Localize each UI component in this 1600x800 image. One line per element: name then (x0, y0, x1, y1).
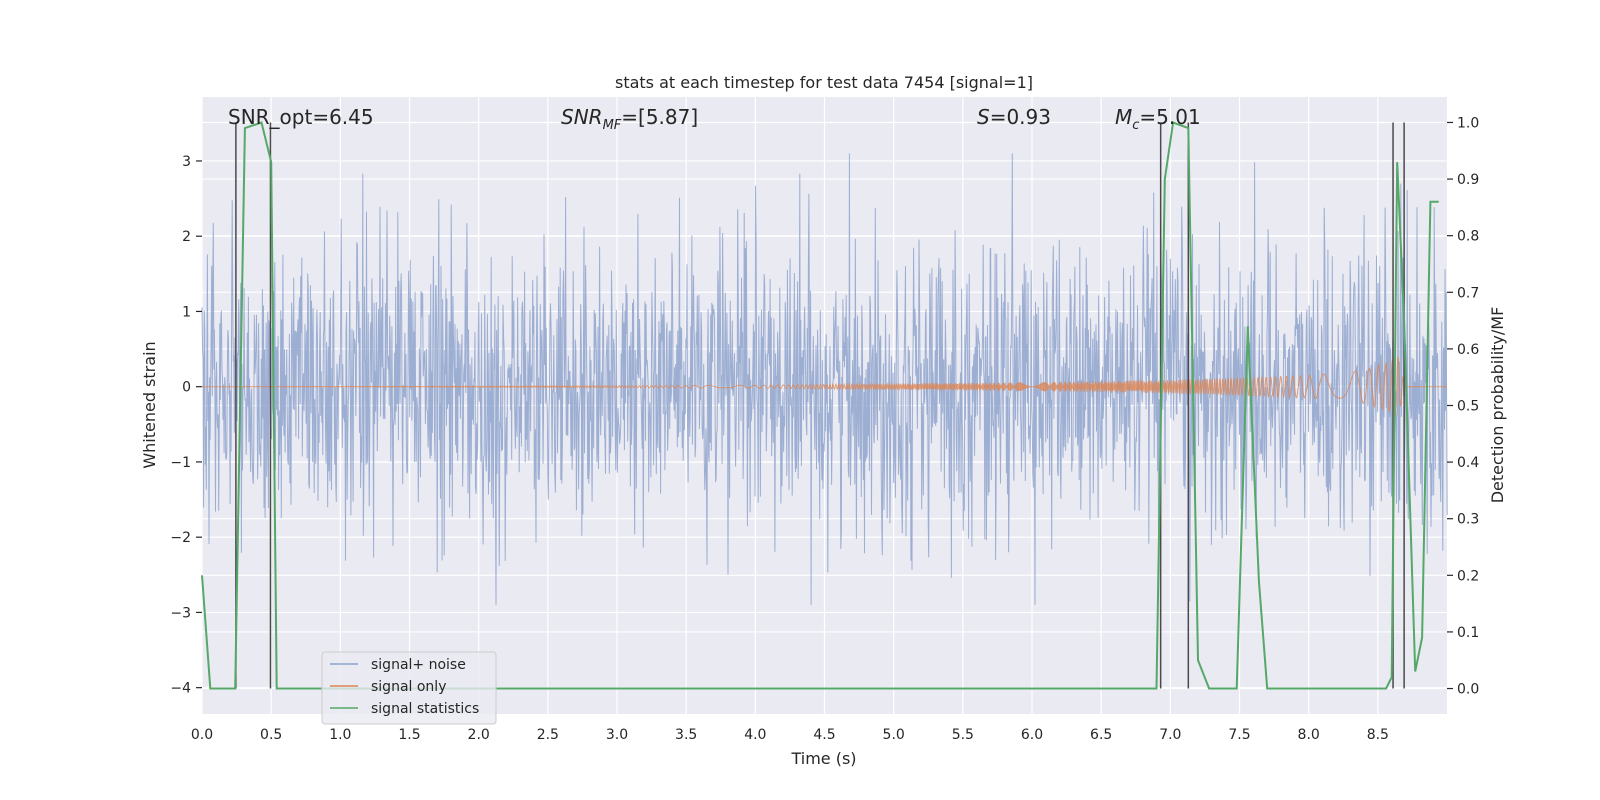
legend-label-signal-noise: signal+ noise (371, 657, 466, 673)
annotation-mc-main: M (1115, 105, 1132, 129)
annotation-snr-mf-main: SNR (561, 105, 603, 129)
annotation-mc-sub: c (1132, 118, 1139, 133)
y-right-tick-label: 0.7 (1457, 285, 1479, 301)
x-tick-label: 3.5 (675, 727, 697, 743)
x-tick-label: 1.5 (398, 727, 420, 743)
x-tick-label: 7.0 (1159, 727, 1181, 743)
x-tick-label: 4.0 (744, 727, 766, 743)
annotation-snr-mf-value: =[5.87] (621, 105, 698, 129)
annotation-mc: Mc=5.01 (1115, 105, 1201, 133)
y-right-tick-label: 0.5 (1457, 399, 1479, 415)
legend: signal+ noise signal only signal statist… (321, 651, 497, 725)
y-right-tick-label: 0.6 (1457, 342, 1479, 358)
x-tick-label: 4.5 (813, 727, 835, 743)
y-right-tick-label: 0.2 (1457, 568, 1479, 584)
annotation-snr-mf-sub: MF (603, 118, 622, 133)
annotation-s-main: S (977, 105, 990, 129)
y-left-tick-label: −2 (170, 530, 191, 546)
x-tick-label: 8.5 (1367, 727, 1389, 743)
y-left-tick-label: −4 (170, 681, 191, 697)
y-axis-left-label: Whitened strain (140, 341, 159, 468)
x-tick-label: 8.0 (1298, 727, 1320, 743)
annotation-s: S=0.93 (977, 105, 1051, 129)
y-right-tick-label: 1.0 (1457, 115, 1479, 131)
signal-statistics-line (201, 121, 1439, 690)
y-left-tick-label: 2 (182, 229, 191, 245)
signal-only-series (202, 356, 1447, 419)
annotation-snr-opt: SNR_opt=6.45 (228, 105, 374, 129)
x-tick-label: 6.0 (1021, 727, 1043, 743)
y-right-tick-label: 0.3 (1457, 512, 1479, 528)
y-axis-right-label: Detection probability/MF (1488, 307, 1507, 504)
annotation-snr-mf: SNRMF=[5.87] (561, 105, 698, 133)
x-tick-label: 1.0 (329, 727, 351, 743)
x-tick-label: 3.0 (606, 727, 628, 743)
x-tick-label: 6.5 (1090, 727, 1112, 743)
x-tick-label: 7.5 (1228, 727, 1250, 743)
y-left-tick-label: −1 (170, 455, 191, 471)
y-left-tick-label: −3 (170, 605, 191, 621)
legend-frame (321, 651, 497, 725)
x-tick-label: 5.0 (883, 727, 905, 743)
signal-only-line (202, 356, 1447, 419)
x-tick-label: 2.0 (468, 727, 490, 743)
x-tick-label: 0.0 (191, 727, 213, 743)
x-axis-label: Time (s) (790, 749, 856, 768)
y-left-tick-label: 3 (182, 154, 191, 170)
chart-title: stats at each timestep for test data 745… (615, 73, 1033, 92)
legend-label-signal-statistics: signal statistics (371, 701, 479, 717)
y-left-tick-label: 1 (182, 304, 191, 320)
y-left-tick-label: 0 (182, 380, 191, 396)
x-tick-label: 0.5 (260, 727, 282, 743)
y-right-tick-label: 0.8 (1457, 229, 1479, 245)
y-right-tick-label: 0.4 (1457, 455, 1479, 471)
annotation-mc-value: =5.01 (1139, 105, 1200, 129)
axis-ticks: 0.0 0.5 1.0 1.5 2.0 2.5 3.0 3.5 4.0 4.5 5.0 5.5 6.0 6… (170, 115, 1479, 743)
annotation-s-value: =0.93 (990, 105, 1051, 129)
legend-label-signal-only: signal only (371, 679, 446, 695)
x-tick-label: 5.5 (952, 727, 974, 743)
y-right-tick-label: 0.9 (1457, 172, 1479, 188)
y-right-tick-label: 0.0 (1457, 682, 1479, 698)
signal-statistics-series (201, 121, 1439, 690)
x-tick-label: 2.5 (537, 727, 559, 743)
y-right-tick-label: 0.1 (1457, 625, 1479, 641)
